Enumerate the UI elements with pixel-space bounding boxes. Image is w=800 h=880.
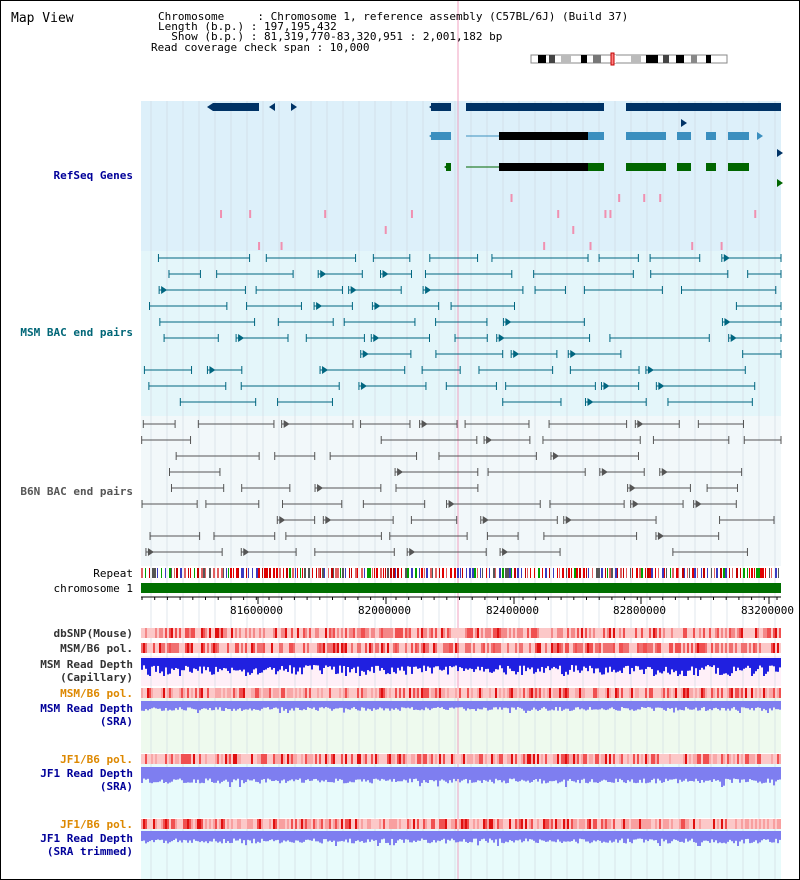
track-label-msm-b6-pol[interactable]: MSM/B6 pol. — [60, 642, 133, 655]
ruler-tick-label: 82800000 — [613, 604, 666, 617]
track-label-msm-read-depth-sra[interactable]: MSM Read Depth — [40, 702, 133, 715]
track-label-msm-bac[interactable]: MSM BAC end pairs — [20, 326, 133, 339]
grid-lines — [150, 1, 776, 879]
msm-b6-pol-strip — [141, 643, 781, 653]
page-title: Map View — [11, 11, 74, 26]
msm-sra-depth — [141, 701, 781, 713]
ruler-tick-label: 82400000 — [486, 604, 539, 617]
msm-bac-track-bg — [141, 251, 781, 416]
msm-bac-end-pairs — [143, 254, 782, 406]
track-label-b6n-bac[interactable]: B6N BAC end pairs — [20, 485, 133, 498]
ruler-tick-label: 83200000 — [741, 604, 794, 617]
track-label-msm-read-depth-capillary-sub: (Capillary) — [60, 671, 133, 684]
track-label-jf1-b6-pol-2[interactable]: JF1/B6 pol. — [60, 818, 133, 831]
track-label-jf1-read-depth-trimmed-sub: (SRA trimmed) — [46, 845, 133, 858]
track-label-chromosome: chromosome 1 — [53, 582, 133, 595]
jf1-b6-pol-strip — [141, 754, 781, 764]
track-label-msm-b6-pol-sra[interactable]: MSM/B6 pol. — [60, 687, 133, 700]
track-label-repeat[interactable]: Repeat — [93, 567, 133, 580]
msm-b6-pol-sra-strip — [141, 688, 781, 698]
jf1-b6-pol-trim-strip — [141, 819, 781, 829]
info-show: Show (b.p.) : 81,319,770-83,320,951 : 2,… — [158, 30, 503, 43]
track-label-dbsnp[interactable]: dbSNP(Mouse) — [53, 627, 133, 640]
chromosome-ideogram — [530, 52, 728, 66]
track-label-jf1-b6-pol[interactable]: JF1/B6 pol. — [60, 753, 133, 766]
chromosome-bar — [141, 583, 781, 593]
track-label-msm-read-depth-capillary[interactable]: MSM Read Depth — [40, 658, 133, 671]
info-chromosome: Chromosome : Chromosome 1, reference ass… — [158, 10, 629, 23]
repeat-track — [141, 568, 779, 578]
track-label-jf1-read-depth-trimmed[interactable]: JF1 Read Depth — [40, 832, 133, 845]
jf1-trim-depth — [141, 831, 781, 846]
refseq-track-bg — [141, 101, 781, 251]
msm-capillary-depth — [141, 658, 781, 676]
b6n-bac-end-pairs — [141, 420, 782, 556]
info-length: Length (b.p.) : 197,195,432 — [158, 20, 337, 33]
refseq-genes — [207, 103, 783, 250]
ruler-tick-label: 81600000 — [230, 604, 283, 617]
dbsnp-strip — [141, 628, 781, 638]
ruler-tick-label: 82000000 — [358, 604, 411, 617]
jf1-sra-depth — [141, 767, 781, 787]
track-label-refseq[interactable]: RefSeq Genes — [53, 169, 133, 182]
b6n-bac-track-bg — [141, 416, 781, 566]
info-coverage-span: Read coverage check span : 10,000 — [151, 41, 370, 54]
position-ruler — [141, 596, 781, 604]
track-label-jf1-read-depth-sra-sub: (SRA) — [99, 780, 133, 793]
track-label-msm-read-depth-sra-sub: (SRA) — [99, 715, 133, 728]
track-label-jf1-read-depth-sra[interactable]: JF1 Read Depth — [40, 767, 133, 780]
